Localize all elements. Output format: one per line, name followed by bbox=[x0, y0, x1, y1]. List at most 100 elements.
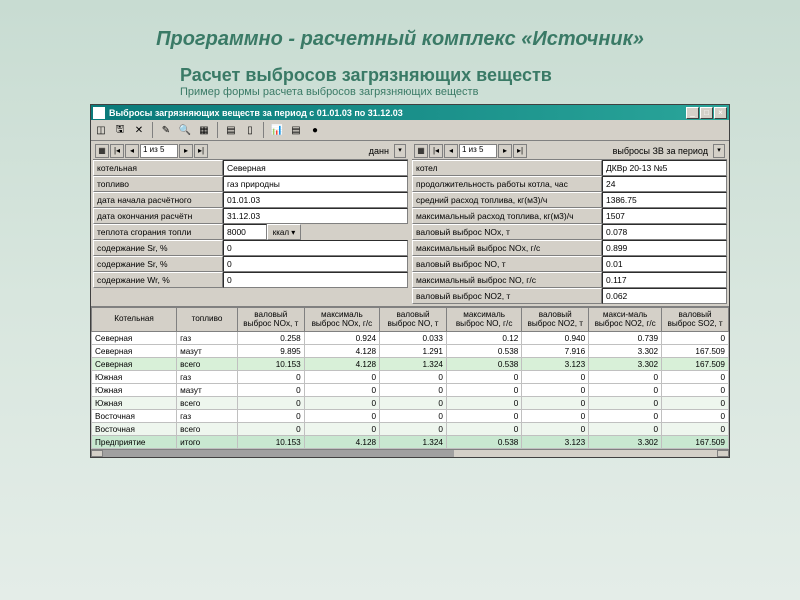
cell[interactable]: 0 bbox=[446, 423, 521, 436]
right-pane-dropdown[interactable]: ▾ bbox=[713, 144, 725, 158]
cell[interactable]: 0 bbox=[380, 410, 447, 423]
cell[interactable]: 0 bbox=[662, 332, 729, 345]
toolbar-button-1[interactable]: 🖫 bbox=[112, 122, 128, 138]
table-row[interactable]: Предприятиеитого10.1534.1281.3240.5383.1… bbox=[92, 436, 729, 449]
cell[interactable]: 0 bbox=[304, 423, 379, 436]
field-value[interactable]: 0.01 bbox=[602, 256, 727, 272]
toolbar-button-3[interactable]: ✎ bbox=[158, 122, 174, 138]
cell[interactable]: Северная bbox=[92, 332, 177, 345]
field-value[interactable]: 0.078 bbox=[602, 224, 727, 240]
toolbar-button-9[interactable]: ▤ bbox=[288, 122, 304, 138]
table-row[interactable]: Южнаягаз0000000 bbox=[92, 371, 729, 384]
cell[interactable]: 0 bbox=[522, 423, 589, 436]
toolbar-button-5[interactable]: ▦ bbox=[196, 122, 212, 138]
cell[interactable]: 0 bbox=[304, 410, 379, 423]
cell[interactable]: 0.538 bbox=[446, 436, 521, 449]
cell[interactable]: 10.153 bbox=[237, 436, 304, 449]
column-header[interactable]: максималь выброс NOx, г/с bbox=[304, 308, 379, 332]
cell[interactable]: 0 bbox=[522, 397, 589, 410]
cell[interactable]: 167.509 bbox=[662, 436, 729, 449]
cell[interactable]: 4.128 bbox=[304, 358, 379, 371]
column-header[interactable]: макси-маль выброс NO2, г/с bbox=[589, 308, 662, 332]
toolbar-button-6[interactable]: ▤ bbox=[223, 122, 239, 138]
record-position[interactable]: 1 из 5 bbox=[140, 144, 178, 158]
cell[interactable]: 0.538 bbox=[446, 345, 521, 358]
cell[interactable]: итого bbox=[177, 436, 238, 449]
cell[interactable]: 0 bbox=[380, 423, 447, 436]
cell[interactable]: газ bbox=[177, 371, 238, 384]
cell[interactable]: 0 bbox=[662, 410, 729, 423]
data-grid[interactable]: Котельнаятопливоваловый выброс NOx, тмак… bbox=[91, 307, 729, 449]
cell[interactable]: 0 bbox=[522, 410, 589, 423]
field-value[interactable]: ДКВр 20-13 №5 bbox=[602, 160, 727, 176]
cell[interactable]: 0 bbox=[237, 410, 304, 423]
nav-first-button[interactable]: |◂ bbox=[429, 144, 443, 158]
cell[interactable]: 0.12 bbox=[446, 332, 521, 345]
cell[interactable]: 0 bbox=[446, 397, 521, 410]
table-row[interactable]: Восточнаягаз0000000 bbox=[92, 410, 729, 423]
field-value[interactable]: 0.117 bbox=[602, 272, 727, 288]
cell[interactable]: 0 bbox=[380, 384, 447, 397]
cell[interactable]: 3.302 bbox=[589, 345, 662, 358]
table-row[interactable]: Южнаявсего0000000 bbox=[92, 397, 729, 410]
cell[interactable]: Северная bbox=[92, 358, 177, 371]
field-value[interactable]: 24 bbox=[602, 176, 727, 192]
cell[interactable]: 0 bbox=[662, 371, 729, 384]
cell[interactable]: 3.302 bbox=[589, 436, 662, 449]
field-value[interactable]: 0.899 bbox=[602, 240, 727, 256]
close-button[interactable]: × bbox=[714, 107, 727, 119]
table-row[interactable]: Южнаямазут0000000 bbox=[92, 384, 729, 397]
cell[interactable]: 0 bbox=[662, 423, 729, 436]
field-value[interactable]: 1386.75 bbox=[602, 192, 727, 208]
column-header[interactable]: валовый выброс NO2, т bbox=[522, 308, 589, 332]
cell[interactable]: 0 bbox=[589, 384, 662, 397]
cell[interactable]: 0.739 bbox=[589, 332, 662, 345]
nav-last-button[interactable]: ▸| bbox=[513, 144, 527, 158]
minimize-button[interactable]: _ bbox=[686, 107, 699, 119]
cell[interactable]: Северная bbox=[92, 345, 177, 358]
field-value[interactable]: 0 bbox=[223, 240, 408, 256]
toolbar-button-4[interactable]: 🔍 bbox=[177, 122, 193, 138]
cell[interactable]: всего bbox=[177, 397, 238, 410]
field-value[interactable]: газ природны bbox=[223, 176, 408, 192]
cell[interactable]: 0.033 bbox=[380, 332, 447, 345]
nav-next-button[interactable]: ▸ bbox=[498, 144, 512, 158]
maximize-button[interactable]: □ bbox=[700, 107, 713, 119]
cell[interactable]: 0.924 bbox=[304, 332, 379, 345]
column-header[interactable]: максималь выброс NO, г/с bbox=[446, 308, 521, 332]
cell[interactable]: газ bbox=[177, 410, 238, 423]
column-header[interactable]: топливо bbox=[177, 308, 238, 332]
field-value[interactable]: 01.01.03 bbox=[223, 192, 408, 208]
field-value[interactable]: 0.062 bbox=[602, 288, 727, 304]
cell[interactable]: 0 bbox=[237, 371, 304, 384]
cell[interactable]: 3.302 bbox=[589, 358, 662, 371]
cell[interactable]: 7.916 bbox=[522, 345, 589, 358]
toolbar-button-10[interactable]: ● bbox=[307, 122, 323, 138]
cell[interactable]: 0 bbox=[446, 410, 521, 423]
table-row[interactable]: Восточнаявсего0000000 bbox=[92, 423, 729, 436]
nav-print-icon[interactable]: ▦ bbox=[414, 144, 428, 158]
cell[interactable]: 0 bbox=[446, 384, 521, 397]
cell[interactable]: мазут bbox=[177, 345, 238, 358]
cell[interactable]: 0.538 bbox=[446, 358, 521, 371]
toolbar-button-0[interactable]: ◫ bbox=[93, 122, 109, 138]
table-row[interactable]: Севернаямазут9.8954.1281.2910.5387.9163.… bbox=[92, 345, 729, 358]
cell[interactable]: газ bbox=[177, 332, 238, 345]
cell[interactable]: 0 bbox=[237, 423, 304, 436]
cell[interactable]: 0 bbox=[304, 371, 379, 384]
nav-last-button[interactable]: ▸| bbox=[194, 144, 208, 158]
column-header[interactable]: валовый выброс SO2, т bbox=[662, 308, 729, 332]
cell[interactable]: Восточная bbox=[92, 410, 177, 423]
cell[interactable]: 0 bbox=[304, 384, 379, 397]
nav-prev-button[interactable]: ◂ bbox=[125, 144, 139, 158]
cell[interactable]: 4.128 bbox=[304, 436, 379, 449]
nav-prev-button[interactable]: ◂ bbox=[444, 144, 458, 158]
cell[interactable]: 1.324 bbox=[380, 436, 447, 449]
cell[interactable]: 1.291 bbox=[380, 345, 447, 358]
cell[interactable]: всего bbox=[177, 423, 238, 436]
field-value[interactable]: 0 bbox=[223, 256, 408, 272]
cell[interactable]: 167.509 bbox=[662, 345, 729, 358]
field-value[interactable]: 8000 bbox=[223, 224, 267, 240]
nav-next-button[interactable]: ▸ bbox=[179, 144, 193, 158]
record-position[interactable]: 1 из 5 bbox=[459, 144, 497, 158]
